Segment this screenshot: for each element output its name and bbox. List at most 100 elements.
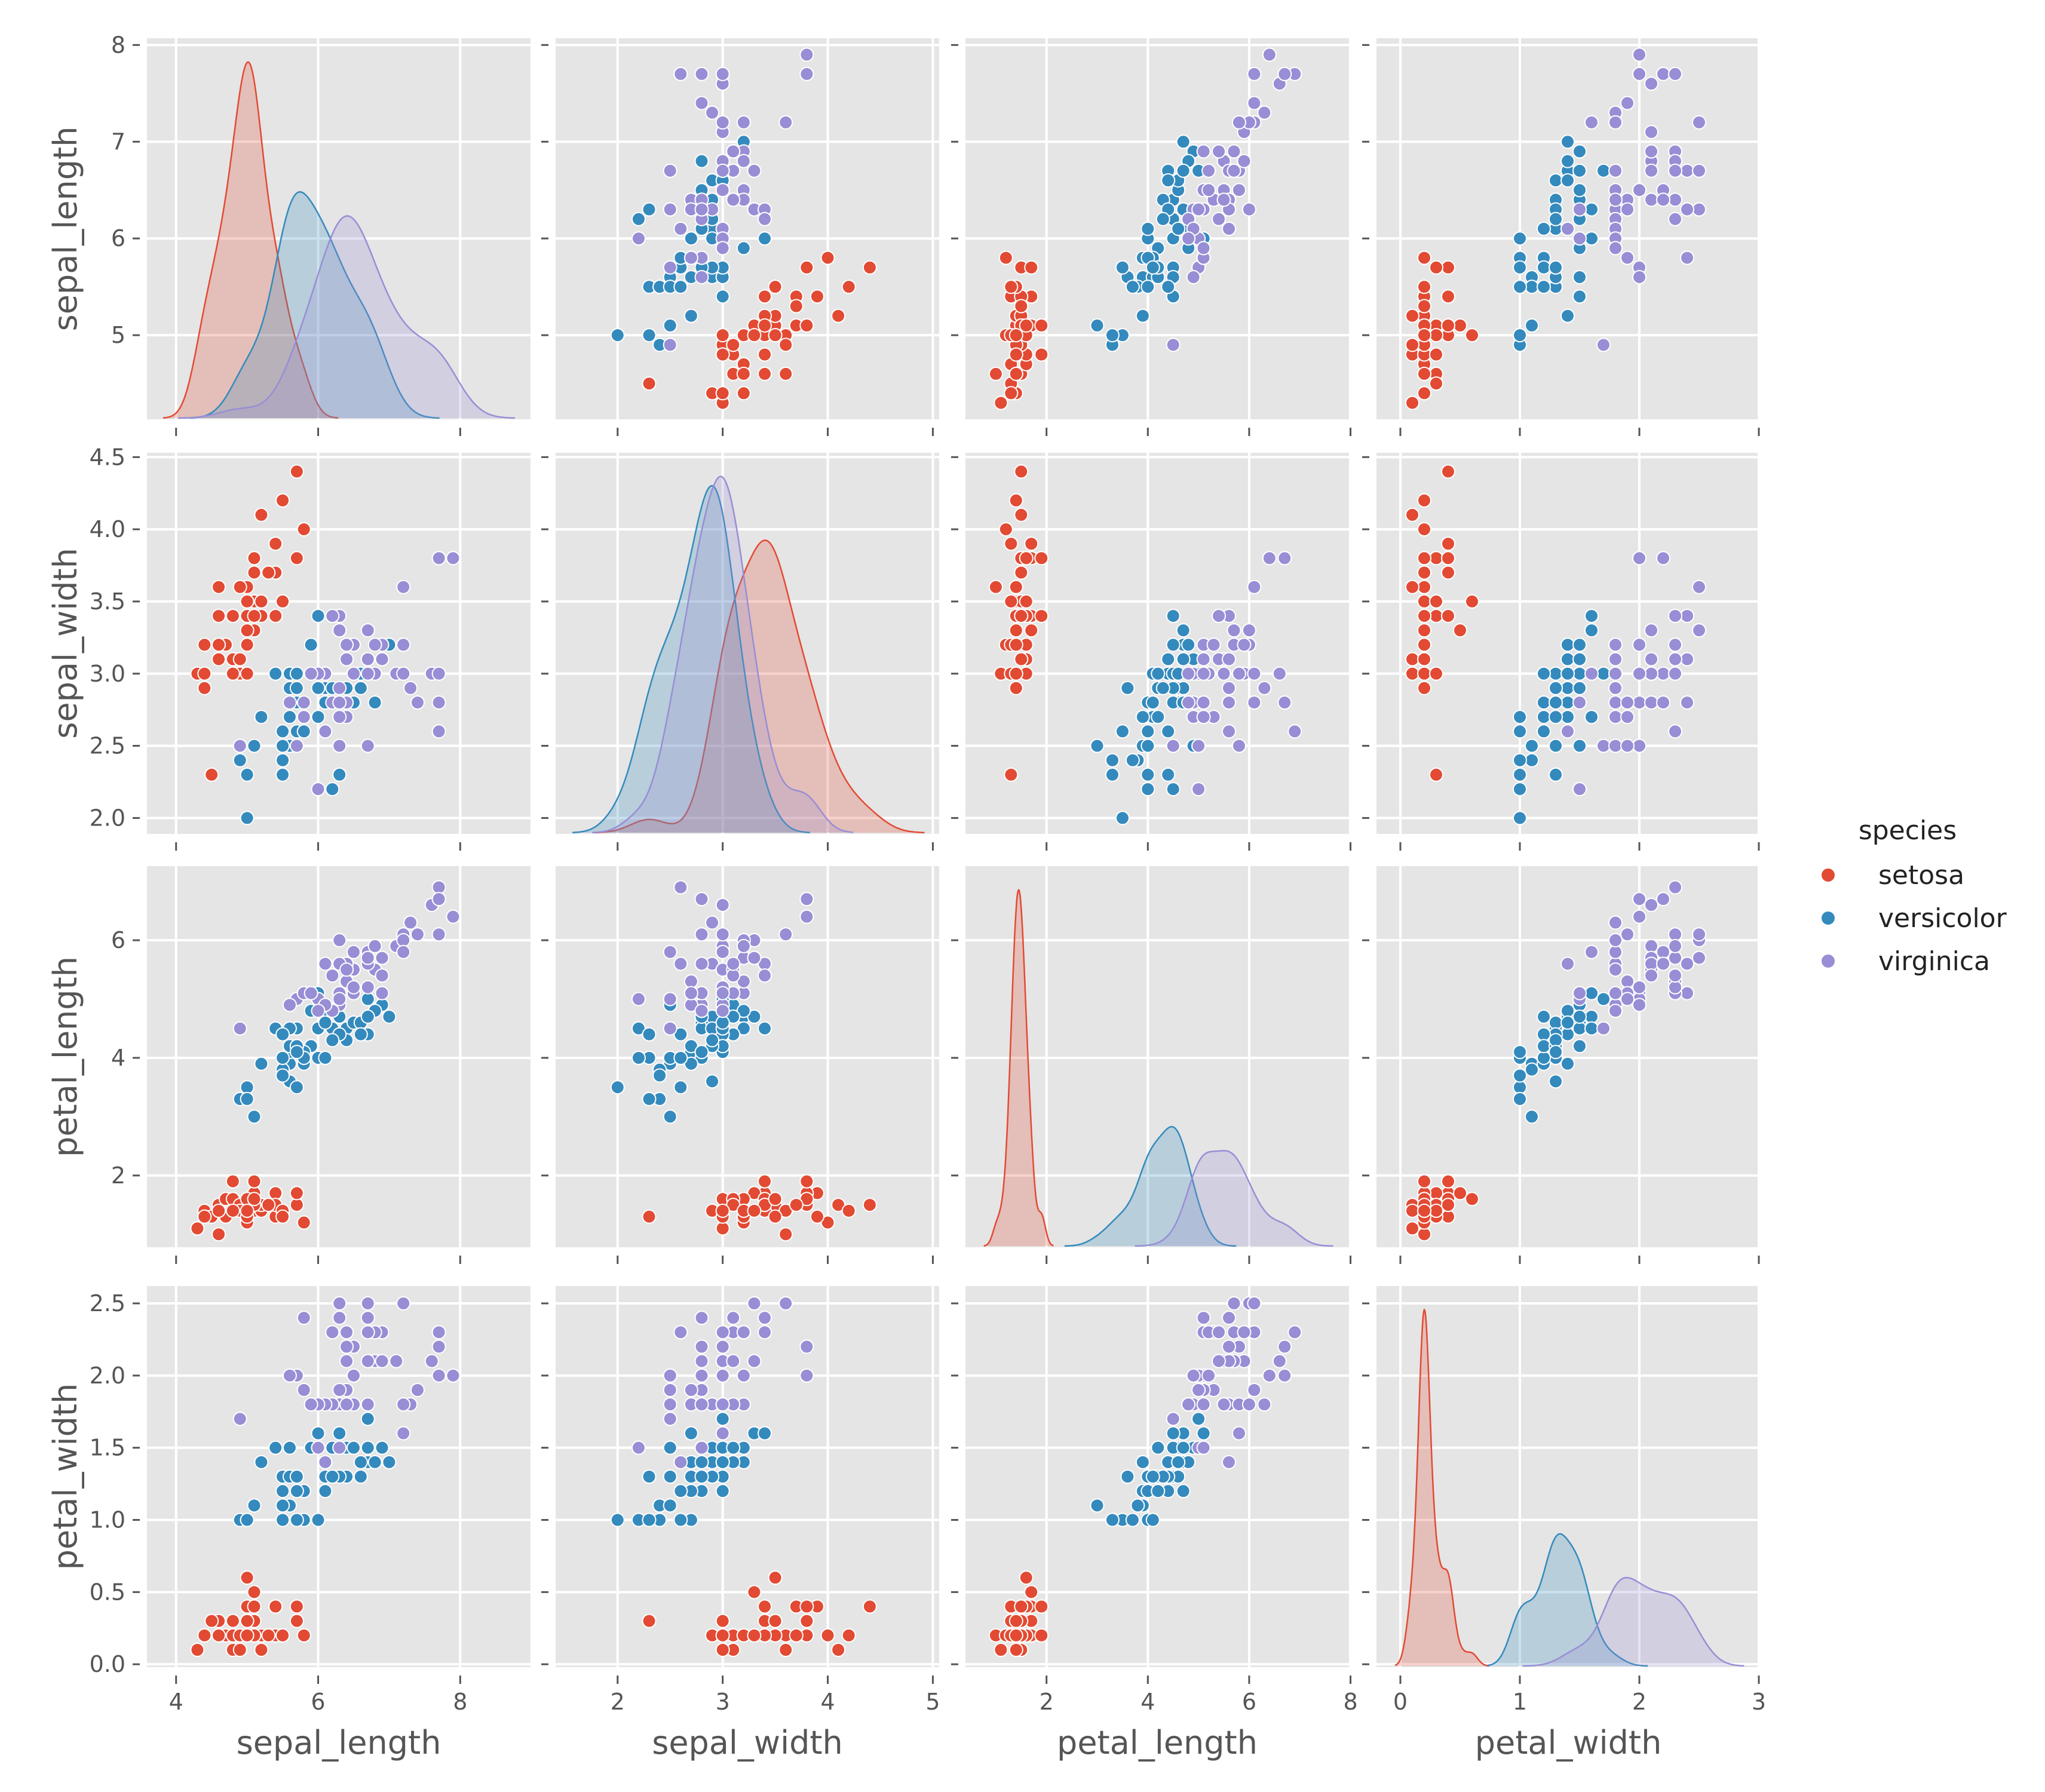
panel-background bbox=[556, 38, 939, 419]
scatter-point-versicolor bbox=[1513, 1091, 1527, 1106]
scatter-point-virginica bbox=[1196, 144, 1211, 159]
scatter-point-setosa bbox=[1417, 652, 1431, 667]
scatter-point-virginica bbox=[1196, 1311, 1211, 1325]
panel-sepal_width-vs-sepal_length bbox=[133, 453, 531, 851]
scatter-point-virginica bbox=[1608, 680, 1623, 695]
scatter-point-virginica bbox=[673, 66, 688, 81]
scatter-point-versicolor bbox=[1513, 328, 1527, 343]
scatter-point-virginica bbox=[431, 1325, 446, 1340]
scatter-point-setosa bbox=[799, 1174, 814, 1189]
scatter-point-virginica bbox=[1608, 710, 1623, 725]
scatter-point-virginica bbox=[1620, 250, 1635, 265]
kde-line-versicolor bbox=[572, 485, 810, 833]
scatter-point-versicolor bbox=[1560, 680, 1575, 695]
scatter-point-virginica bbox=[1181, 1397, 1196, 1412]
scatter-point-versicolor bbox=[1155, 680, 1170, 695]
scatter-point-virginica bbox=[332, 680, 347, 695]
x-axis-label-sepal_length: sepal_length bbox=[237, 1724, 442, 1762]
scatter-point-versicolor bbox=[1125, 1512, 1140, 1527]
panel-petal_length-vs-sepal_width bbox=[541, 866, 939, 1264]
scatter-point-virginica bbox=[799, 1339, 814, 1354]
scatter-point-setosa bbox=[1429, 328, 1443, 343]
scatter-point-versicolor bbox=[254, 710, 269, 725]
scatter-point-setosa bbox=[247, 551, 262, 566]
scatter-point-setosa bbox=[247, 1192, 262, 1207]
scatter-point-setosa bbox=[1429, 767, 1443, 782]
scatter-point-versicolor bbox=[715, 1411, 730, 1426]
scatter-point-setosa bbox=[758, 366, 772, 381]
scatter-point-virginica bbox=[1632, 909, 1647, 924]
legend-label: setosa bbox=[1878, 860, 1964, 891]
x-tick-label: 5 bbox=[925, 1689, 940, 1715]
scatter-point-versicolor bbox=[694, 1045, 709, 1060]
scatter-point-virginica bbox=[346, 944, 361, 959]
scatter-point-virginica bbox=[1644, 144, 1658, 159]
scatter-point-versicolor bbox=[1513, 231, 1527, 246]
scatter-point-virginica bbox=[396, 944, 411, 959]
scatter-point-virginica bbox=[673, 1455, 688, 1469]
scatter-point-virginica bbox=[318, 724, 333, 739]
scatter-point-versicolor bbox=[296, 724, 311, 739]
x-tick-label: 3 bbox=[716, 1689, 730, 1715]
scatter-point-virginica bbox=[1212, 144, 1227, 159]
scatter-point-virginica bbox=[296, 1383, 311, 1397]
scatter-point-virginica bbox=[367, 938, 382, 953]
scatter-point-setosa bbox=[1034, 347, 1049, 362]
scatter-point-virginica bbox=[339, 1325, 354, 1340]
scatter-point-virginica bbox=[311, 782, 326, 797]
scatter-point-virginica bbox=[1277, 1368, 1292, 1383]
scatter-point-virginica bbox=[631, 992, 646, 1007]
scatter-point-setosa bbox=[1429, 347, 1443, 362]
scatter-point-virginica bbox=[1216, 192, 1231, 207]
scatter-point-virginica bbox=[1237, 1325, 1252, 1340]
scatter-point-virginica bbox=[1560, 222, 1575, 236]
scatter-point-virginica bbox=[1692, 579, 1706, 594]
scatter-point-versicolor bbox=[663, 1109, 677, 1124]
scatter-point-virginica bbox=[1196, 1397, 1211, 1412]
scatter-point-versicolor bbox=[683, 1426, 698, 1441]
scatter-point-virginica bbox=[360, 666, 375, 681]
scatter-point-virginica bbox=[1668, 66, 1682, 81]
scatter-point-versicolor bbox=[1151, 710, 1166, 725]
scatter-point-virginica bbox=[1201, 183, 1216, 198]
scatter-point-virginica bbox=[1231, 738, 1246, 753]
scatter-point-virginica bbox=[360, 623, 375, 638]
scatter-point-virginica bbox=[296, 710, 311, 725]
scatter-point-setosa bbox=[1465, 328, 1479, 343]
scatter-point-virginica bbox=[1560, 724, 1575, 739]
kde-fill-virginica bbox=[1135, 1150, 1333, 1246]
scatter-point-setosa bbox=[831, 1643, 846, 1657]
scatter-point-virginica bbox=[1222, 1311, 1237, 1325]
scatter-point-virginica bbox=[1247, 695, 1262, 710]
scatter-point-virginica bbox=[1186, 269, 1201, 284]
scatter-point-virginica bbox=[694, 66, 709, 81]
scatter-point-virginica bbox=[1596, 738, 1611, 753]
scatter-point-versicolor bbox=[318, 1484, 333, 1499]
scatter-point-virginica bbox=[375, 950, 390, 965]
scatter-point-setosa bbox=[1014, 652, 1029, 667]
scatter-point-setosa bbox=[1441, 609, 1455, 624]
scatter-point-setosa bbox=[240, 666, 255, 681]
scatter-point-virginica bbox=[778, 1296, 793, 1311]
scatter-point-setosa bbox=[296, 1628, 311, 1643]
scatter-point-virginica bbox=[1656, 956, 1670, 971]
scatter-point-setosa bbox=[1429, 551, 1443, 566]
scatter-point-setosa bbox=[747, 328, 762, 343]
scatter-point-virginica bbox=[673, 880, 688, 895]
scatter-point-virginica bbox=[1584, 666, 1599, 681]
scatter-point-versicolor bbox=[289, 680, 304, 695]
scatter-point-virginica bbox=[778, 927, 793, 942]
scatter-point-versicolor bbox=[1125, 280, 1140, 294]
scatter-point-virginica bbox=[1692, 927, 1706, 942]
scatter-point-versicolor bbox=[1105, 753, 1120, 768]
scatter-point-setosa bbox=[211, 1203, 226, 1218]
scatter-point-virginica bbox=[726, 956, 741, 971]
scatter-point-versicolor bbox=[367, 695, 382, 710]
kde-line-virginica bbox=[592, 475, 854, 833]
scatter-point-versicolor bbox=[1549, 767, 1563, 782]
scatter-point-virginica bbox=[396, 579, 411, 594]
x-tick-label: 2 bbox=[611, 1689, 625, 1715]
scatter-point-virginica bbox=[1644, 76, 1658, 91]
scatter-point-versicolor bbox=[325, 782, 340, 797]
scatter-point-versicolor bbox=[1572, 652, 1587, 667]
